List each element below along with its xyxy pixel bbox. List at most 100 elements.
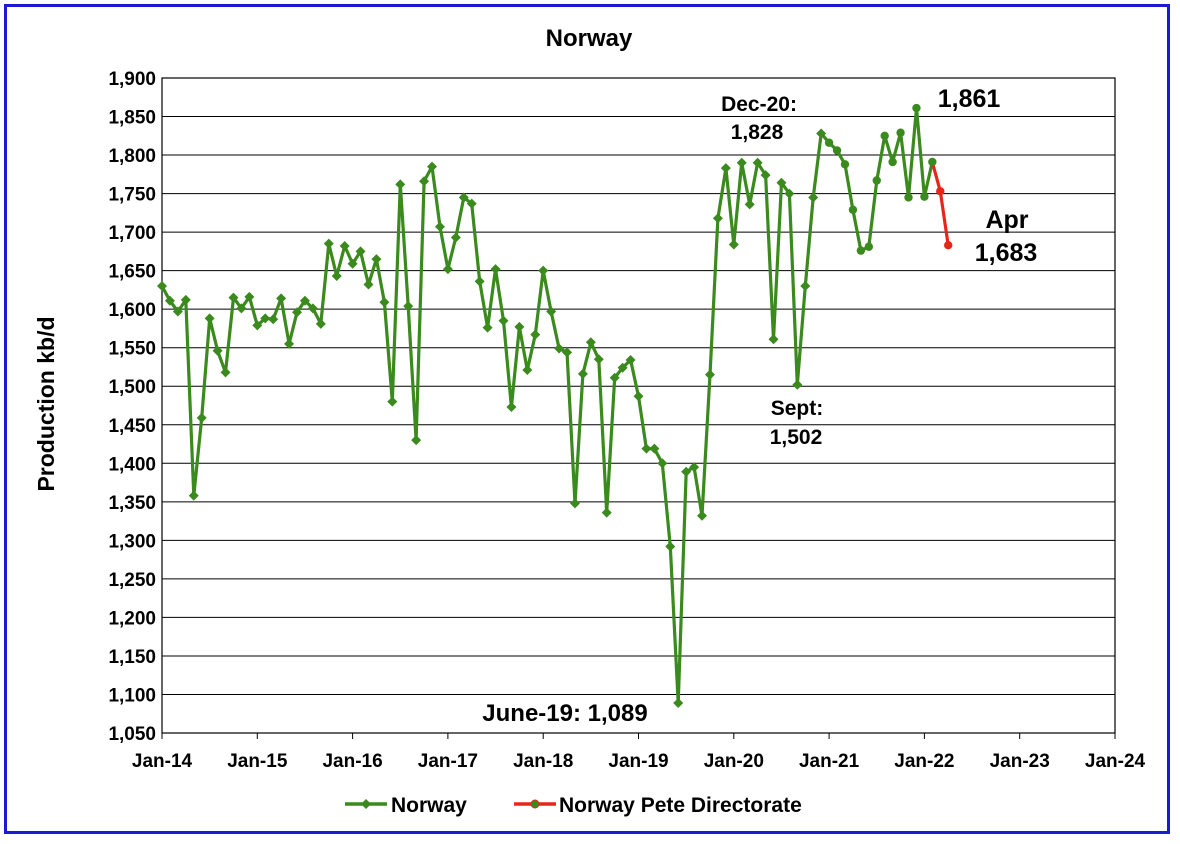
point-s0-76 <box>760 170 771 181</box>
y-tick-label-1750: 1,750 <box>108 185 156 206</box>
legend-label-norway-pete-directorate: Norway Pete Directorate <box>559 794 802 817</box>
annotation-apr-label: Apr <box>985 206 1028 234</box>
point-s0-40 <box>474 276 485 287</box>
x-tick-label-Jan-15: Jan-15 <box>227 751 288 772</box>
point-s0-27 <box>371 254 382 265</box>
x-tick-labels: Jan-14 Jan-15 Jan-16 Jan-17 Jan-18 Jan-19 Jan-… <box>132 751 1146 772</box>
point-s1-7 <box>872 176 881 185</box>
point-s0-61 <box>641 443 652 454</box>
point-s0-83 <box>816 128 827 139</box>
point-s0-74 <box>744 199 755 210</box>
point-s0-8 <box>220 367 231 378</box>
x-tick-label-Jan-14: Jan-14 <box>132 751 193 772</box>
x-tick-label-Jan-16: Jan-16 <box>322 751 382 772</box>
point-s0-19 <box>307 303 318 314</box>
point-s1-5 <box>856 246 866 255</box>
point-s0-56 <box>601 507 612 518</box>
y-tick-label-1350: 1,350 <box>108 493 156 514</box>
point-s0-9 <box>228 292 239 303</box>
point-s0-44 <box>506 402 517 413</box>
point-s1-12 <box>912 103 921 113</box>
y-tick-label-1400: 1,400 <box>108 454 156 475</box>
chart-title: Norway <box>546 25 633 52</box>
point-s2-1 <box>936 187 945 196</box>
point-s0-1 <box>164 295 175 306</box>
point-s0-5 <box>196 412 207 423</box>
point-s0-41 <box>482 322 493 333</box>
point-s0-58 <box>617 362 628 373</box>
point-s0-64 <box>665 541 676 552</box>
y-tick-label-1550: 1,550 <box>108 339 156 360</box>
x-tick-label-Jan-19: Jan-19 <box>608 751 668 772</box>
point-s0-75 <box>752 157 763 168</box>
point-s0-67 <box>689 462 700 473</box>
annotation-june19: June-19: 1,089 <box>482 700 647 727</box>
point-s1-14 <box>928 157 937 167</box>
point-s0-16 <box>284 338 295 349</box>
y-tick-label-1850: 1,850 <box>108 108 156 129</box>
y-tick-label-1150: 1,150 <box>108 647 156 668</box>
point-s0-33 <box>419 176 430 187</box>
point-s0-37 <box>450 232 461 243</box>
annotation-dec20-label: Dec-20: <box>721 93 797 116</box>
point-s0-11 <box>244 291 255 302</box>
y-tick-label-1200: 1,200 <box>108 608 156 629</box>
point-s0-3 <box>180 294 191 305</box>
x-tick-label-Jan-20: Jan-20 <box>704 751 764 772</box>
point-s0-32 <box>411 435 422 446</box>
x-tick-label-Jan-18: Jan-18 <box>513 751 573 772</box>
point-s0-28 <box>379 297 390 308</box>
point-s0-31 <box>403 301 414 312</box>
point-s0-66 <box>681 466 692 477</box>
point-s0-63 <box>657 458 668 469</box>
point-s1-10 <box>896 128 905 137</box>
point-s0-36 <box>442 264 453 275</box>
x-tick-label-Jan-17: Jan-17 <box>418 751 478 772</box>
point-s0-10 <box>236 303 247 314</box>
annotation-sept-label: Sept: <box>771 397 824 420</box>
point-s0-65 <box>673 697 684 708</box>
point-s0-53 <box>577 368 588 379</box>
point-s0-62 <box>649 443 660 454</box>
point-s0-82 <box>808 192 819 203</box>
point-s1-8 <box>880 131 889 140</box>
y-tick-label-1100: 1,100 <box>108 685 156 706</box>
y-tick-label-1450: 1,450 <box>108 416 156 437</box>
point-s0-80 <box>792 379 803 390</box>
legend-item-norway-pete-directorate: Norway Pete Directorate <box>514 794 802 817</box>
point-s1-6 <box>864 242 874 251</box>
point-s0-29 <box>387 396 398 407</box>
point-s0-34 <box>427 161 438 172</box>
point-s0-45 <box>514 321 525 332</box>
y-tick-labels: 1,050 1,100 1,150 1,200 1,250 1,300 1,350 1,400… <box>108 69 156 745</box>
legend-item-norway: Norway <box>345 794 467 817</box>
point-s1-11 <box>904 193 913 202</box>
point-s0-43 <box>498 315 509 326</box>
point-s0-38 <box>458 192 469 203</box>
point-s0-72 <box>728 239 739 250</box>
point-s0-52 <box>569 498 580 509</box>
point-s0-25 <box>355 246 366 257</box>
y-tick-label-1300: 1,300 <box>108 531 156 552</box>
point-s0-12 <box>252 320 263 331</box>
point-s0-78 <box>776 177 787 188</box>
legend-marker-norway <box>361 799 371 809</box>
y-tick-label-1800: 1,800 <box>108 146 156 167</box>
point-s0-48 <box>538 265 549 276</box>
point-s0-60 <box>633 391 644 402</box>
point-s0-77 <box>768 334 779 345</box>
annotations: Dec-20: 1,828 1,861 Sept: 1,502 June-19:… <box>482 85 1037 727</box>
point-s0-20 <box>315 318 326 329</box>
x-tick-label-Jan-23: Jan-23 <box>990 751 1050 772</box>
series-line-2 <box>930 161 950 246</box>
point-s1-9 <box>888 157 897 167</box>
point-s0-39 <box>466 198 477 209</box>
point-s1-3 <box>840 160 850 169</box>
axes <box>161 77 1116 739</box>
legend-marker-norway-pete-directorate <box>530 799 540 809</box>
point-s0-81 <box>800 281 811 292</box>
series-lines <box>160 106 950 705</box>
y-tick-label-1500: 1,500 <box>108 377 156 398</box>
annotation-dec20-value: 1,828 <box>731 121 784 144</box>
